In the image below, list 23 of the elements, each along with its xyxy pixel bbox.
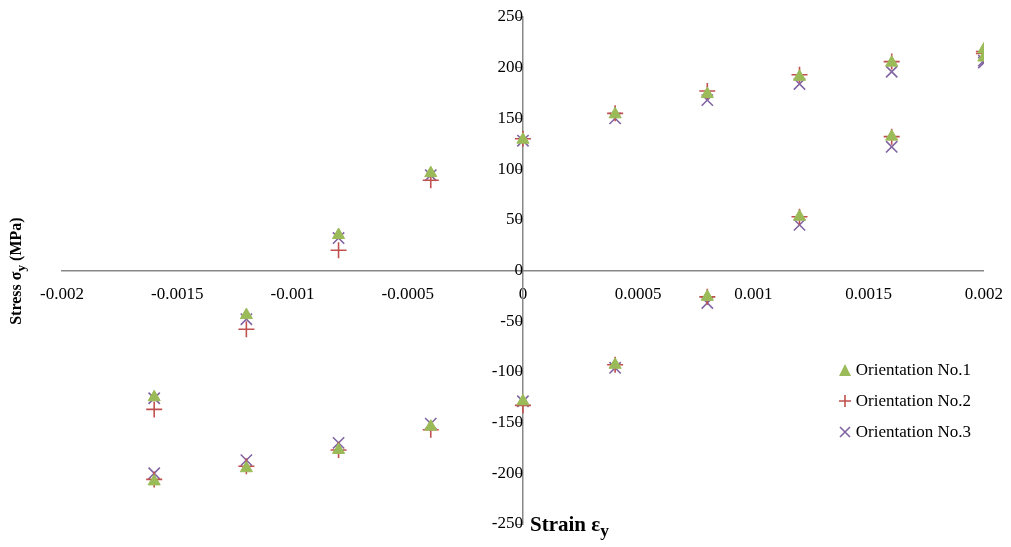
x-tick-label: 0.001 <box>734 284 773 304</box>
x-tick-label: -0.002 <box>40 284 84 304</box>
y-tick-label: 150 <box>497 107 523 127</box>
x-tick-label: -0.0005 <box>381 284 434 304</box>
x-axis-title: Strain ε$_{y}$ <box>530 512 609 542</box>
y-tick-label: 0 <box>514 259 523 279</box>
y-tick-label: 200 <box>497 57 523 77</box>
y-tick-label: -200 <box>491 462 523 482</box>
y-tick-label: -150 <box>491 412 523 432</box>
x-tick-label: -0.001 <box>270 284 315 304</box>
y-tick-label: -250 <box>491 513 523 533</box>
x-tick-label: -0.0015 <box>151 284 204 304</box>
y-tick-label: 250 <box>497 6 523 26</box>
x-tick-label: 0.0015 <box>845 284 893 304</box>
x-tick-label: 0.002 <box>964 284 1003 304</box>
y-tick-label: -100 <box>491 361 523 381</box>
y-tick-label: 50 <box>505 209 523 229</box>
x-tick-label: 0.0005 <box>614 284 662 304</box>
legend-label: Orientation No.1 <box>855 359 971 380</box>
y-tick-label: -50 <box>500 310 523 330</box>
y-tick-label: 100 <box>497 158 523 178</box>
legend-label: Orientation No.2 <box>855 390 971 411</box>
legend-label: Orientation No.3 <box>855 421 971 442</box>
